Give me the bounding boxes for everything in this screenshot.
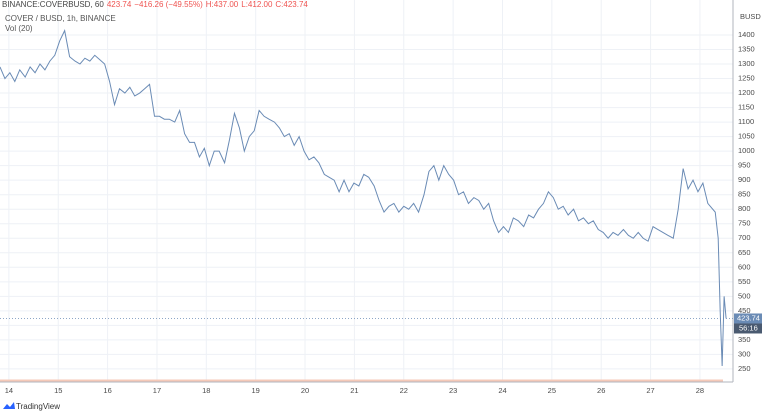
x-tick-label: 19: [252, 386, 260, 395]
y-tick-label: 450: [738, 306, 751, 315]
last-price-label: 423.74: [737, 313, 760, 322]
x-tick-label: 17: [153, 386, 161, 395]
y-tick-label: 550: [738, 277, 751, 286]
x-tick-label: 14: [5, 386, 13, 395]
logo: [3, 402, 15, 409]
high: H:437.00: [205, 0, 239, 9]
price-line: [0, 29, 727, 367]
y-tick-label: 900: [738, 175, 751, 184]
x-tick-label: 18: [202, 386, 210, 395]
y-tick-label: 850: [738, 190, 751, 199]
x-tick-label: 24: [498, 386, 506, 395]
y-tick-label: 700: [738, 233, 751, 242]
y-tick-label: 950: [738, 161, 751, 170]
low: L:412.00: [241, 0, 273, 9]
y-tick-label: 600: [738, 262, 751, 271]
axis-unit: BUSD: [740, 12, 761, 21]
y-tick-label: 1300: [738, 59, 755, 68]
branding: TradingView: [16, 402, 61, 411]
x-tick-label: 25: [548, 386, 556, 395]
volume-legend: Vol (20): [5, 24, 33, 33]
y-tick-label: 1100: [738, 117, 754, 126]
y-tick-label: 500: [738, 291, 751, 300]
y-tick-label: 750: [738, 219, 751, 228]
series-legend: COVER / BUSD, 1h, BINANCE: [5, 14, 116, 23]
x-tick-label: 21: [350, 386, 358, 395]
header: BINANCE:COVERBUSD, 60 423.74 −416.26 (−49.…: [2, 0, 311, 10]
change: −416.26 (−49.55%): [134, 0, 203, 9]
last: 423.74: [106, 0, 132, 9]
y-tick-label: 1050: [738, 132, 755, 141]
x-tick-label: 15: [54, 386, 62, 395]
y-tick-label: 1250: [738, 74, 755, 83]
last-price-box: [734, 313, 762, 324]
x-tick-label: 22: [400, 386, 408, 395]
y-tick-label: 350: [738, 335, 751, 344]
x-tick-label: 26: [597, 386, 605, 395]
x-tick-label: 23: [449, 386, 457, 395]
x-tick-label: 16: [103, 386, 111, 395]
y-tick-label: 650: [738, 248, 751, 257]
y-tick-label: 1400: [738, 30, 755, 39]
symbol: BINANCE:COVERBUSD, 60: [2, 0, 104, 9]
y-tick-label: 1350: [738, 44, 755, 53]
x-tick-label: 27: [646, 386, 654, 395]
x-tick-label: 20: [301, 386, 309, 395]
y-tick-label: 1150: [738, 103, 754, 112]
x-tick-label: 28: [696, 386, 704, 395]
y-tick-label: 1200: [738, 88, 755, 97]
y-tick-label: 1000: [738, 146, 755, 155]
countdown-box: [734, 323, 762, 334]
y-tick-label: 300: [738, 349, 751, 358]
y-tick-label: 800: [738, 204, 751, 213]
countdown-label: 56:16: [739, 323, 758, 332]
y-tick-label: 250: [738, 364, 751, 373]
close: C:423.74: [275, 0, 308, 9]
